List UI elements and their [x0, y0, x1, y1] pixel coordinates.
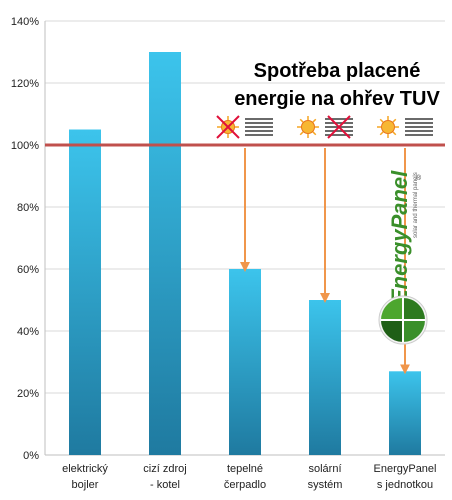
sun-ray [299, 118, 304, 123]
x-tick-label: - kotel [150, 479, 180, 491]
sun-core [381, 120, 395, 134]
y-tick-label: 80% [17, 202, 39, 214]
x-axis-labels: elektrický bojler cizí zdroj - kotel tepelné… [62, 463, 436, 491]
cross-stroke [327, 115, 351, 139]
bar [69, 129, 101, 455]
logo-brand-text: EnergyPanel [387, 170, 412, 304]
cross-mark [216, 115, 240, 139]
x-tick-label: systém [308, 479, 343, 491]
sun-icon [377, 116, 399, 138]
cross-mark [327, 115, 351, 139]
chart-title-line-1: Spotřeba placené [254, 60, 421, 82]
sun-ray [299, 131, 304, 136]
chart-title-line-2: energie na ohřev TUV [234, 88, 440, 110]
sun-icon [297, 116, 319, 138]
sun-ray [379, 118, 384, 123]
x-tick-label: elektrický [62, 463, 108, 475]
energypanel-logo: EnergyPanel solar and thermal panels® [378, 170, 428, 345]
x-tick-label: EnergyPanel [374, 463, 437, 475]
x-tick-label: s jednotkou [377, 479, 433, 491]
marker-icons [216, 115, 433, 139]
lines-icon [405, 118, 433, 136]
sun-ray [312, 118, 317, 123]
sun-ray [392, 118, 397, 123]
sun-ray [312, 131, 317, 136]
y-tick-label: 140% [11, 16, 39, 28]
sun-core [301, 120, 315, 134]
bar [389, 371, 421, 455]
logo-tagline: solar and thermal panels [413, 172, 419, 238]
x-tick-label: solární [308, 463, 341, 475]
x-tick-label: cizí zdroj [143, 463, 186, 475]
emblem-quarter [381, 320, 403, 342]
emblem-quarter [403, 298, 425, 320]
y-tick-label: 40% [17, 326, 39, 338]
emblem-quarter [403, 320, 425, 342]
y-tick-label: 60% [17, 264, 39, 276]
y-tick-label: 120% [11, 78, 39, 90]
emblem-quarter [381, 298, 403, 320]
sun-ray [392, 131, 397, 136]
y-axis-ticks: 0% 20% 40% 60% 80% 100% 120% 140% [11, 16, 39, 462]
sun-ray [379, 131, 384, 136]
bar [309, 300, 341, 455]
logo-emblem [378, 295, 428, 345]
bar [149, 52, 181, 455]
x-tick-label: tepelné [227, 463, 263, 475]
x-tick-label: čerpadlo [224, 479, 266, 491]
bars [69, 52, 421, 455]
lines-icon [245, 118, 273, 136]
y-tick-label: 100% [11, 140, 39, 152]
bar [229, 269, 261, 455]
y-tick-label: 0% [23, 450, 39, 462]
cross-stroke [216, 115, 240, 139]
y-tick-label: 20% [17, 388, 39, 400]
logo-registered-mark: ® [416, 174, 422, 182]
x-tick-label: bojler [72, 479, 99, 491]
